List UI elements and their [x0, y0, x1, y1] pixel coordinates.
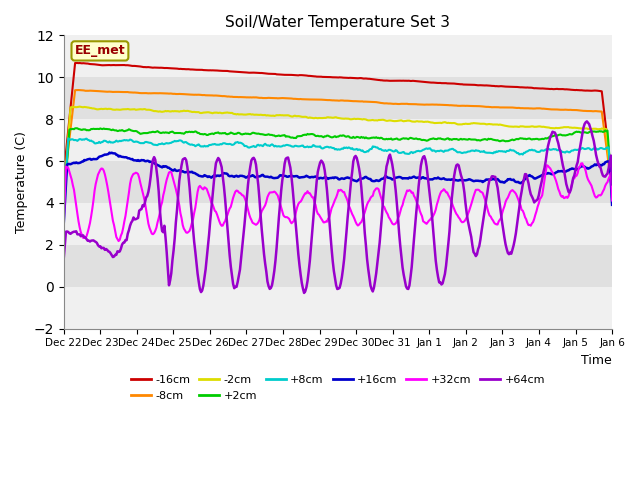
+64cm: [300, 290, 308, 296]
+32cm: [464, 212, 472, 217]
+16cm: [106, 150, 113, 156]
-8cm: [60, 185, 67, 191]
+16cm: [608, 202, 616, 208]
-8cm: [464, 103, 472, 109]
Line: +32cm: +32cm: [63, 163, 612, 241]
+16cm: [232, 173, 239, 179]
+64cm: [608, 181, 616, 187]
-2cm: [394, 118, 402, 124]
Bar: [63, 161, 612, 203]
-2cm: [608, 192, 616, 198]
-16cm: [368, 76, 376, 82]
Line: +16cm: +16cm: [63, 153, 612, 225]
Legend: -16cm, -8cm, -2cm, +2cm, +8cm, +16cm, +32cm, +64cm: -16cm, -8cm, -2cm, +2cm, +8cm, +16cm, +3…: [126, 371, 550, 405]
+8cm: [394, 149, 402, 155]
-16cm: [394, 78, 402, 84]
+64cm: [394, 214, 402, 220]
+16cm: [464, 177, 472, 183]
+8cm: [559, 149, 566, 155]
-2cm: [292, 113, 300, 119]
+32cm: [394, 215, 402, 221]
Line: +64cm: +64cm: [63, 121, 612, 293]
-2cm: [464, 121, 472, 127]
+8cm: [608, 197, 616, 203]
Bar: [63, 119, 612, 161]
-8cm: [232, 94, 239, 100]
+8cm: [65, 135, 72, 141]
-2cm: [368, 117, 376, 123]
Line: +8cm: +8cm: [63, 138, 612, 212]
Bar: [63, 287, 612, 329]
+16cm: [292, 173, 300, 179]
Bar: [63, 36, 612, 77]
+16cm: [559, 168, 566, 174]
-2cm: [60, 195, 67, 201]
-16cm: [608, 177, 616, 182]
Line: -16cm: -16cm: [63, 63, 612, 180]
-2cm: [76, 104, 84, 109]
-8cm: [559, 107, 566, 113]
+32cm: [608, 198, 616, 204]
Bar: [63, 77, 612, 119]
-16cm: [60, 172, 67, 178]
+2cm: [559, 132, 566, 138]
+32cm: [579, 160, 586, 166]
+8cm: [60, 209, 67, 215]
+2cm: [394, 136, 402, 142]
+32cm: [559, 193, 566, 199]
-8cm: [608, 188, 616, 193]
+64cm: [368, 286, 376, 292]
Line: -8cm: -8cm: [63, 90, 612, 191]
+64cm: [291, 213, 299, 219]
X-axis label: Time: Time: [581, 354, 612, 367]
+64cm: [60, 257, 67, 263]
-16cm: [464, 82, 472, 88]
-16cm: [232, 69, 239, 74]
+64cm: [559, 162, 566, 168]
Line: -2cm: -2cm: [63, 107, 612, 198]
-8cm: [368, 99, 376, 105]
-2cm: [559, 125, 566, 131]
-16cm: [559, 86, 566, 92]
Title: Soil/Water Temperature Set 3: Soil/Water Temperature Set 3: [225, 15, 451, 30]
+2cm: [608, 191, 616, 196]
+32cm: [60, 225, 67, 230]
+8cm: [232, 140, 239, 145]
Bar: [63, 245, 612, 287]
+2cm: [72, 125, 80, 131]
+8cm: [368, 146, 376, 152]
+2cm: [232, 131, 239, 137]
+64cm: [583, 119, 591, 124]
-8cm: [75, 87, 83, 93]
+64cm: [464, 217, 472, 223]
+32cm: [368, 193, 376, 199]
Text: EE_met: EE_met: [75, 45, 125, 58]
+2cm: [60, 206, 67, 212]
+2cm: [368, 135, 376, 141]
+32cm: [232, 189, 239, 194]
+8cm: [292, 143, 300, 149]
+16cm: [368, 178, 376, 183]
+64cm: [230, 285, 238, 291]
+32cm: [292, 209, 300, 215]
Line: +2cm: +2cm: [63, 128, 612, 209]
+2cm: [464, 137, 472, 143]
-8cm: [292, 96, 300, 102]
+8cm: [464, 149, 472, 155]
Y-axis label: Temperature (C): Temperature (C): [15, 131, 28, 233]
+16cm: [394, 174, 402, 180]
-8cm: [394, 101, 402, 107]
+16cm: [60, 222, 67, 228]
-16cm: [72, 60, 80, 66]
+32cm: [115, 238, 122, 244]
Bar: [63, 203, 612, 245]
-2cm: [232, 111, 239, 117]
+2cm: [292, 135, 300, 141]
-16cm: [292, 72, 300, 78]
